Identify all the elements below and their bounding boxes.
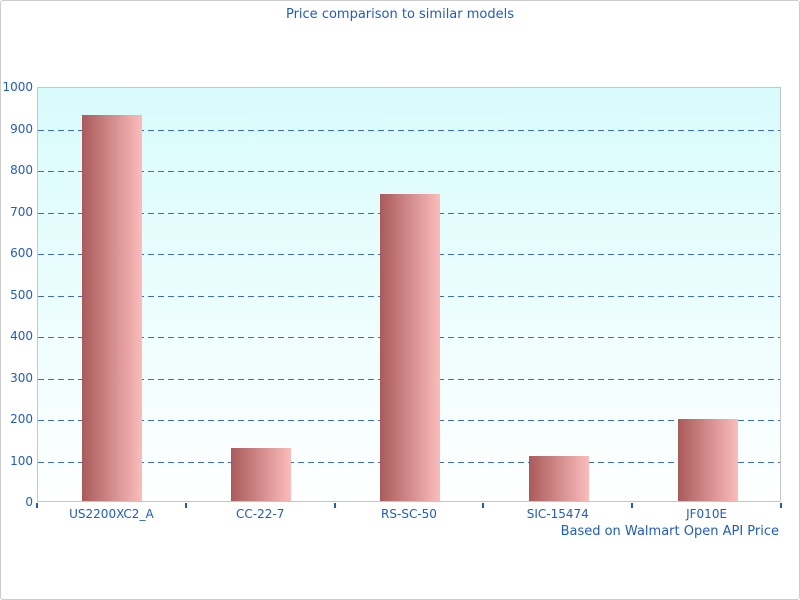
- x-axis-label-US2200XC2_A: US2200XC2_A: [69, 507, 154, 521]
- x-tick-3: [482, 503, 485, 508]
- y-axis-label-200: 200: [10, 412, 33, 426]
- bar-US2200XC2_A: [82, 115, 143, 501]
- x-tick-4: [631, 503, 634, 508]
- y-axis-label-600: 600: [10, 246, 33, 260]
- x-axis-label-SIC-15474: SIC-15474: [526, 507, 589, 521]
- chart-footnote: Based on Walmart Open API Price: [560, 524, 779, 539]
- chart-title: Price comparison to similar models: [285, 7, 515, 22]
- bar-JF010E: [677, 418, 738, 501]
- y-axis-label-500: 500: [10, 287, 33, 302]
- y-axis-label-400: 400: [10, 329, 33, 343]
- gridline-800: [38, 171, 780, 172]
- gridline-900: [38, 129, 780, 131]
- y-axis-label-300: 300: [10, 370, 33, 385]
- y-axis-label-700: 700: [10, 204, 33, 219]
- y-axis-label-800: 800: [10, 163, 33, 177]
- y-axis-label-1000: 1000: [2, 80, 33, 94]
- x-axis-label-RS-SC-50: RS-SC-50: [381, 507, 437, 521]
- y-axis-label-100: 100: [10, 453, 33, 468]
- x-tick-5: [780, 503, 782, 508]
- bar-SIC-15474: [528, 456, 589, 501]
- x-tick-0: [36, 503, 38, 508]
- plot-area: [37, 87, 781, 502]
- x-axis-label-CC-22-7: CC-22-7: [236, 507, 285, 521]
- bar-CC-22-7: [231, 447, 292, 501]
- bar-RS-SC-50: [380, 193, 440, 501]
- y-axis-label-0: 0: [25, 495, 33, 509]
- x-tick-1: [184, 503, 187, 508]
- x-tick-2: [333, 503, 336, 508]
- x-axis-label-JF010E: JF010E: [686, 507, 728, 521]
- y-axis-label-900: 900: [10, 121, 33, 136]
